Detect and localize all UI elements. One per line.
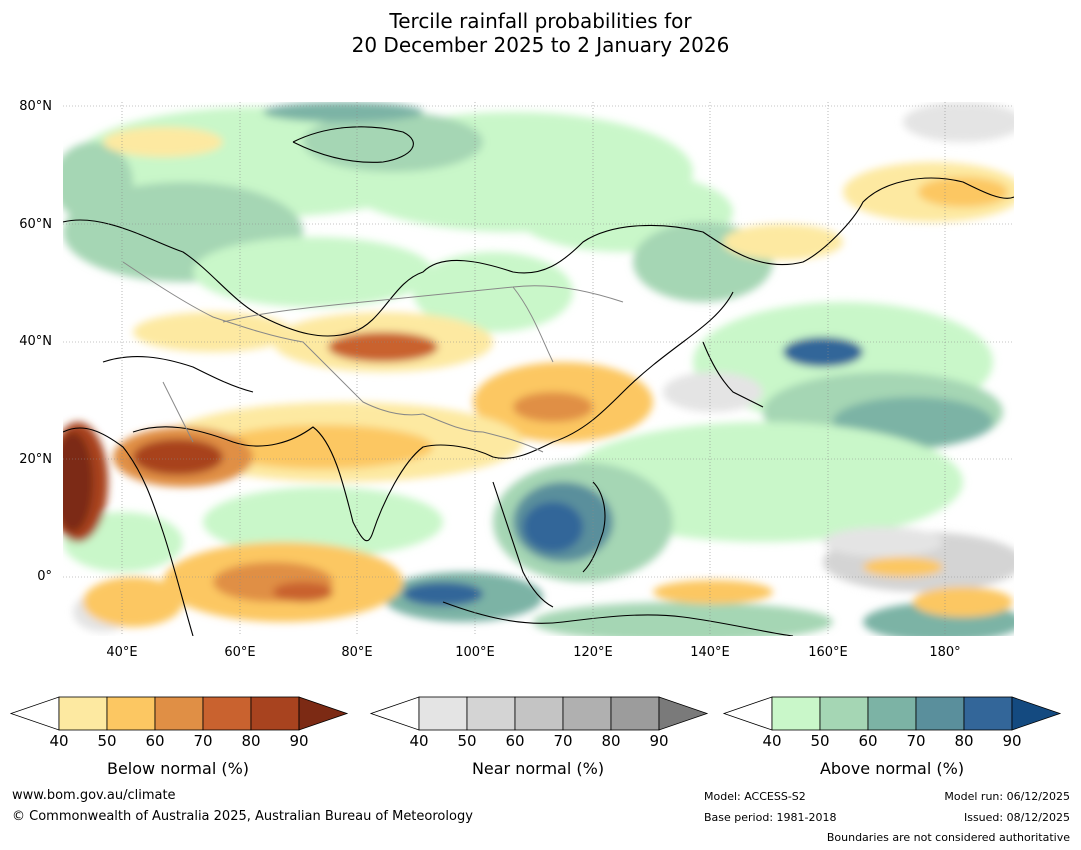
title-line-1: Tercile rainfall probabilities for <box>389 9 692 33</box>
legend-near-swatch-60 <box>514 696 564 731</box>
legend-near-normal <box>369 696 709 731</box>
legend-near-tick-90: 90 <box>649 732 669 750</box>
legend-near-tick-40: 40 <box>409 732 429 750</box>
title-line-2: 20 December 2025 to 2 January 2026 <box>351 33 730 57</box>
lon-label-40e: 40°E <box>106 645 138 660</box>
lat-label-20n: 20°N <box>19 452 52 467</box>
legend-above-max-arrow <box>1011 696 1062 731</box>
legend-below-min-arrow <box>9 696 60 731</box>
legend-above-tick-90: 90 <box>1002 732 1022 750</box>
legend-below-swatch-60 <box>154 696 204 731</box>
legend-near-min-arrow <box>369 696 420 731</box>
legend-below-swatch-50 <box>106 696 156 731</box>
lon-label-180: 180° <box>929 645 961 660</box>
legend-above-swatch-60 <box>867 696 917 731</box>
legend-below-max-arrow <box>298 696 349 731</box>
legend-near-tick-80: 80 <box>601 732 621 750</box>
legend-above-swatch-80 <box>963 696 1013 731</box>
boundaries-disclaimer: Boundaries are not considered authoritat… <box>826 831 1070 844</box>
coastlines <box>63 126 1014 636</box>
legend-below-normal <box>9 696 349 731</box>
base-period-label: Base period: 1981-2018 <box>704 811 837 824</box>
map-title: Tercile rainfall probabilities for 20 De… <box>0 9 1081 57</box>
copyright-text: © Commonwealth of Australia 2025, Austra… <box>12 809 473 824</box>
lat-label-40n: 40°N <box>19 334 52 349</box>
lon-label-120e: 120°E <box>573 645 613 660</box>
model-run-label: Model run: 06/12/2025 <box>944 790 1070 803</box>
legend-above-swatch-50 <box>819 696 869 731</box>
legend-title-below: Below normal (%) <box>106 759 250 778</box>
legend-near-tick-60: 60 <box>505 732 525 750</box>
legend-above-min-arrow <box>722 696 773 731</box>
legend-above-swatch-70 <box>915 696 965 731</box>
legend-above-normal <box>722 696 1062 731</box>
legend-near-tick-70: 70 <box>553 732 573 750</box>
legend-above-tick-40: 40 <box>762 732 782 750</box>
lon-label-100e: 100°E <box>455 645 495 660</box>
lon-label-140e: 140°E <box>690 645 730 660</box>
legend-above-tick-80: 80 <box>954 732 974 750</box>
legend-below-tick-90: 90 <box>289 732 309 750</box>
lon-label-80e: 80°E <box>341 645 373 660</box>
legend-below-swatch-70 <box>202 696 252 731</box>
legend-above-tick-50: 50 <box>810 732 830 750</box>
lat-label-0: 0° <box>37 569 52 584</box>
lon-label-160e: 160°E <box>808 645 848 660</box>
legend-near-swatch-50 <box>466 696 516 731</box>
lat-label-80n: 80°N <box>19 99 52 114</box>
legend-near-swatch-80 <box>610 696 660 731</box>
legend-below-tick-50: 50 <box>97 732 117 750</box>
rainfall-probability-map <box>63 102 1014 636</box>
legend-below-tick-40: 40 <box>49 732 69 750</box>
legend-above-tick-60: 60 <box>858 732 878 750</box>
issued-label: Issued: 08/12/2025 <box>963 811 1070 824</box>
model-label: Model: ACCESS-S2 <box>704 790 806 803</box>
legend-colorbars <box>9 696 1062 731</box>
lon-label-60e: 60°E <box>224 645 256 660</box>
legend-below-tick-80: 80 <box>241 732 261 750</box>
legend-title-near: Near normal (%) <box>471 759 605 778</box>
legend-near-swatch-70 <box>562 696 612 731</box>
graticule <box>63 102 1014 636</box>
legend-below-swatch-80 <box>250 696 300 731</box>
map-canvas <box>63 102 1014 636</box>
legend-above-tick-70: 70 <box>906 732 926 750</box>
legend-near-tick-50: 50 <box>457 732 477 750</box>
legend-below-tick-70: 70 <box>193 732 213 750</box>
legend-near-swatch-40 <box>418 696 468 731</box>
probability-field <box>63 102 1014 636</box>
legend-below-tick-60: 60 <box>145 732 165 750</box>
legend-above-swatch-40 <box>771 696 821 731</box>
legend-title-above: Above normal (%) <box>819 759 965 778</box>
website-link[interactable]: www.bom.gov.au/climate <box>12 788 176 803</box>
country-borders <box>122 261 624 453</box>
lat-label-60n: 60°N <box>19 217 52 232</box>
legend-below-swatch-40 <box>58 696 108 731</box>
legend-near-max-arrow <box>658 696 709 731</box>
